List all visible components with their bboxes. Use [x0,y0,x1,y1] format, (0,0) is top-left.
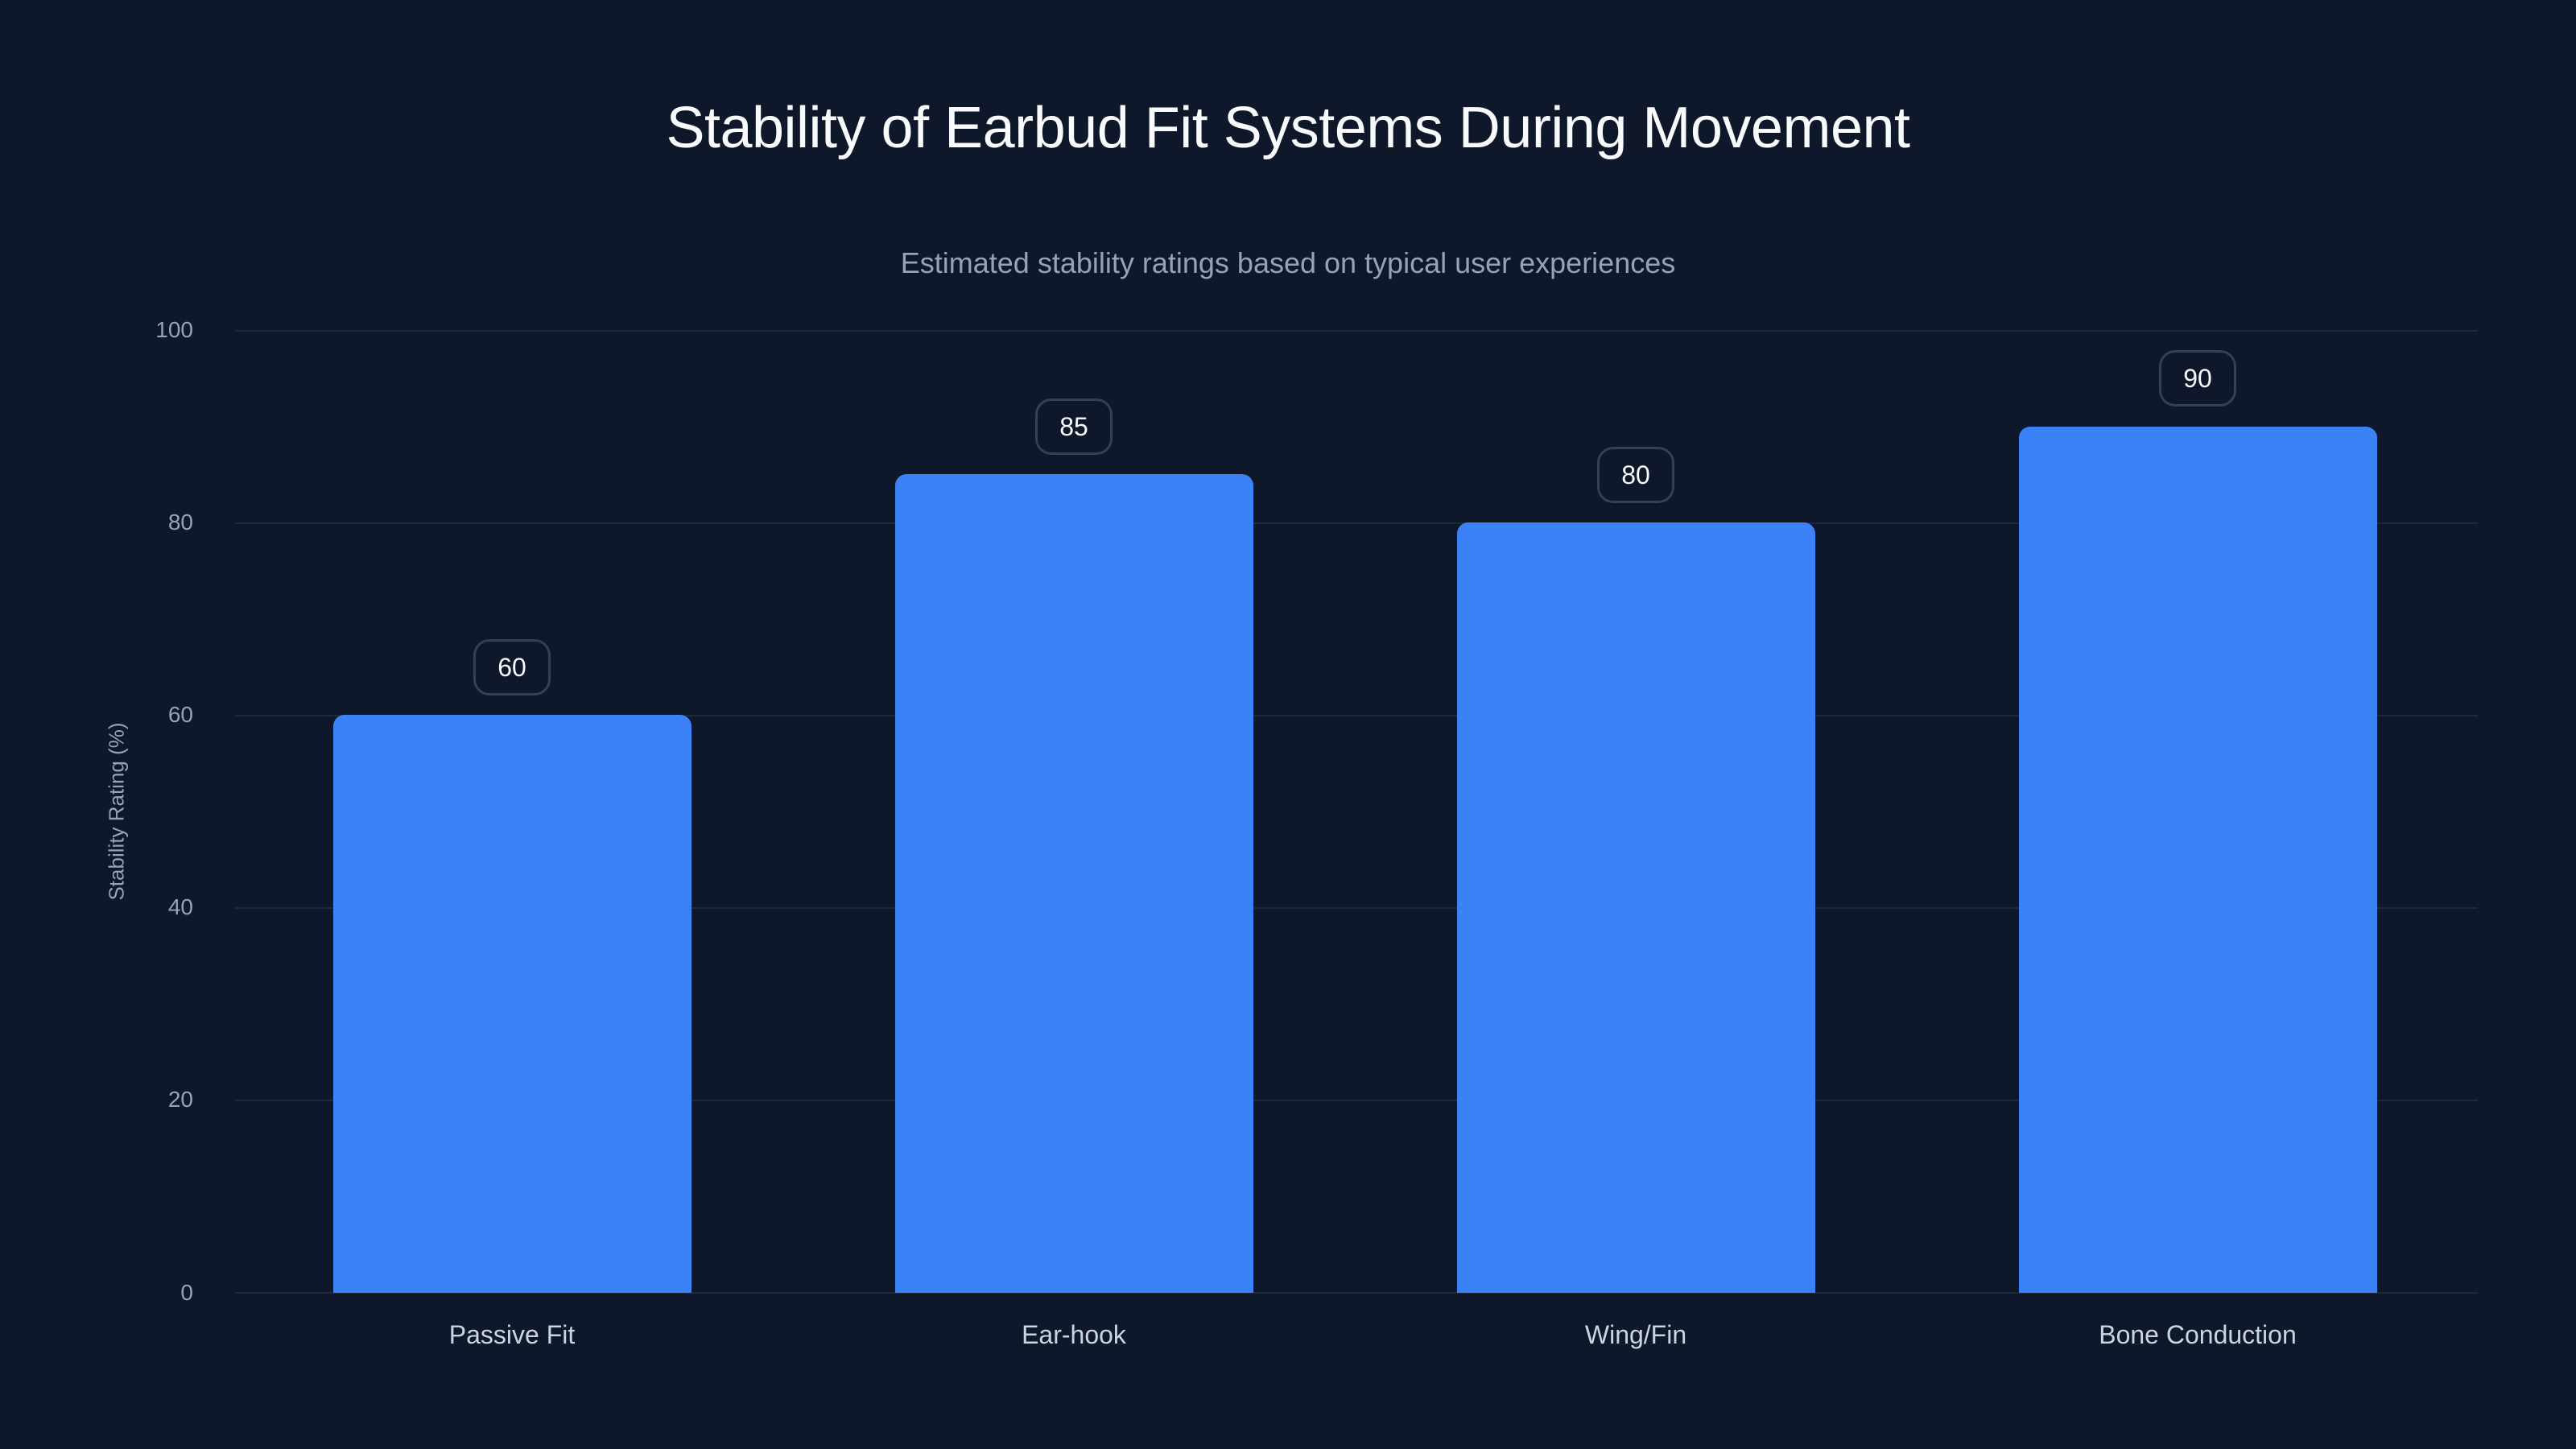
x-label-passive-fit: Passive Fit [448,1320,576,1349]
y-tick-40: 40 [167,894,193,919]
y-tick-100: 100 [155,317,193,342]
x-label-ear-hook: Ear-hook [1022,1320,1126,1349]
bar-ear-hook[interactable] [895,474,1253,1293]
value-label-bone-conduction: 90 [2159,350,2236,407]
x-label-wing-fin: Wing/Fin [1584,1320,1687,1349]
y-axis-label: Stability Rating (%) [104,722,129,901]
baseline-0 [235,1292,2478,1294]
y-tick-80: 80 [167,510,193,535]
chart-title: Stability of Earbud Fit Systems During M… [666,96,1910,160]
gridline-80 [235,522,2478,524]
value-label-wing-fin: 80 [1597,447,1674,503]
gridline-100 [235,330,2478,332]
bar-passive-fit[interactable] [333,715,691,1293]
y-tick-0: 0 [180,1280,193,1305]
bar-bone-conduction[interactable] [2019,427,2377,1293]
x-label-bone-conduction: Bone Conduction [2099,1320,2297,1349]
plot-area: 100 80 60 40 20 0 60 85 80 90 [155,317,2478,1305]
y-tick-60: 60 [167,702,193,727]
gridline-40 [235,907,2478,909]
gridline-20 [235,1100,2478,1101]
value-label-passive-fit: 60 [473,639,551,696]
bar-wing-fin[interactable] [1457,522,1815,1293]
gridline-60 [235,715,2478,716]
y-tick-20: 20 [167,1087,193,1112]
value-label-ear-hook: 85 [1035,398,1113,455]
chart-subtitle: Estimated stability ratings based on typ… [900,246,1676,279]
